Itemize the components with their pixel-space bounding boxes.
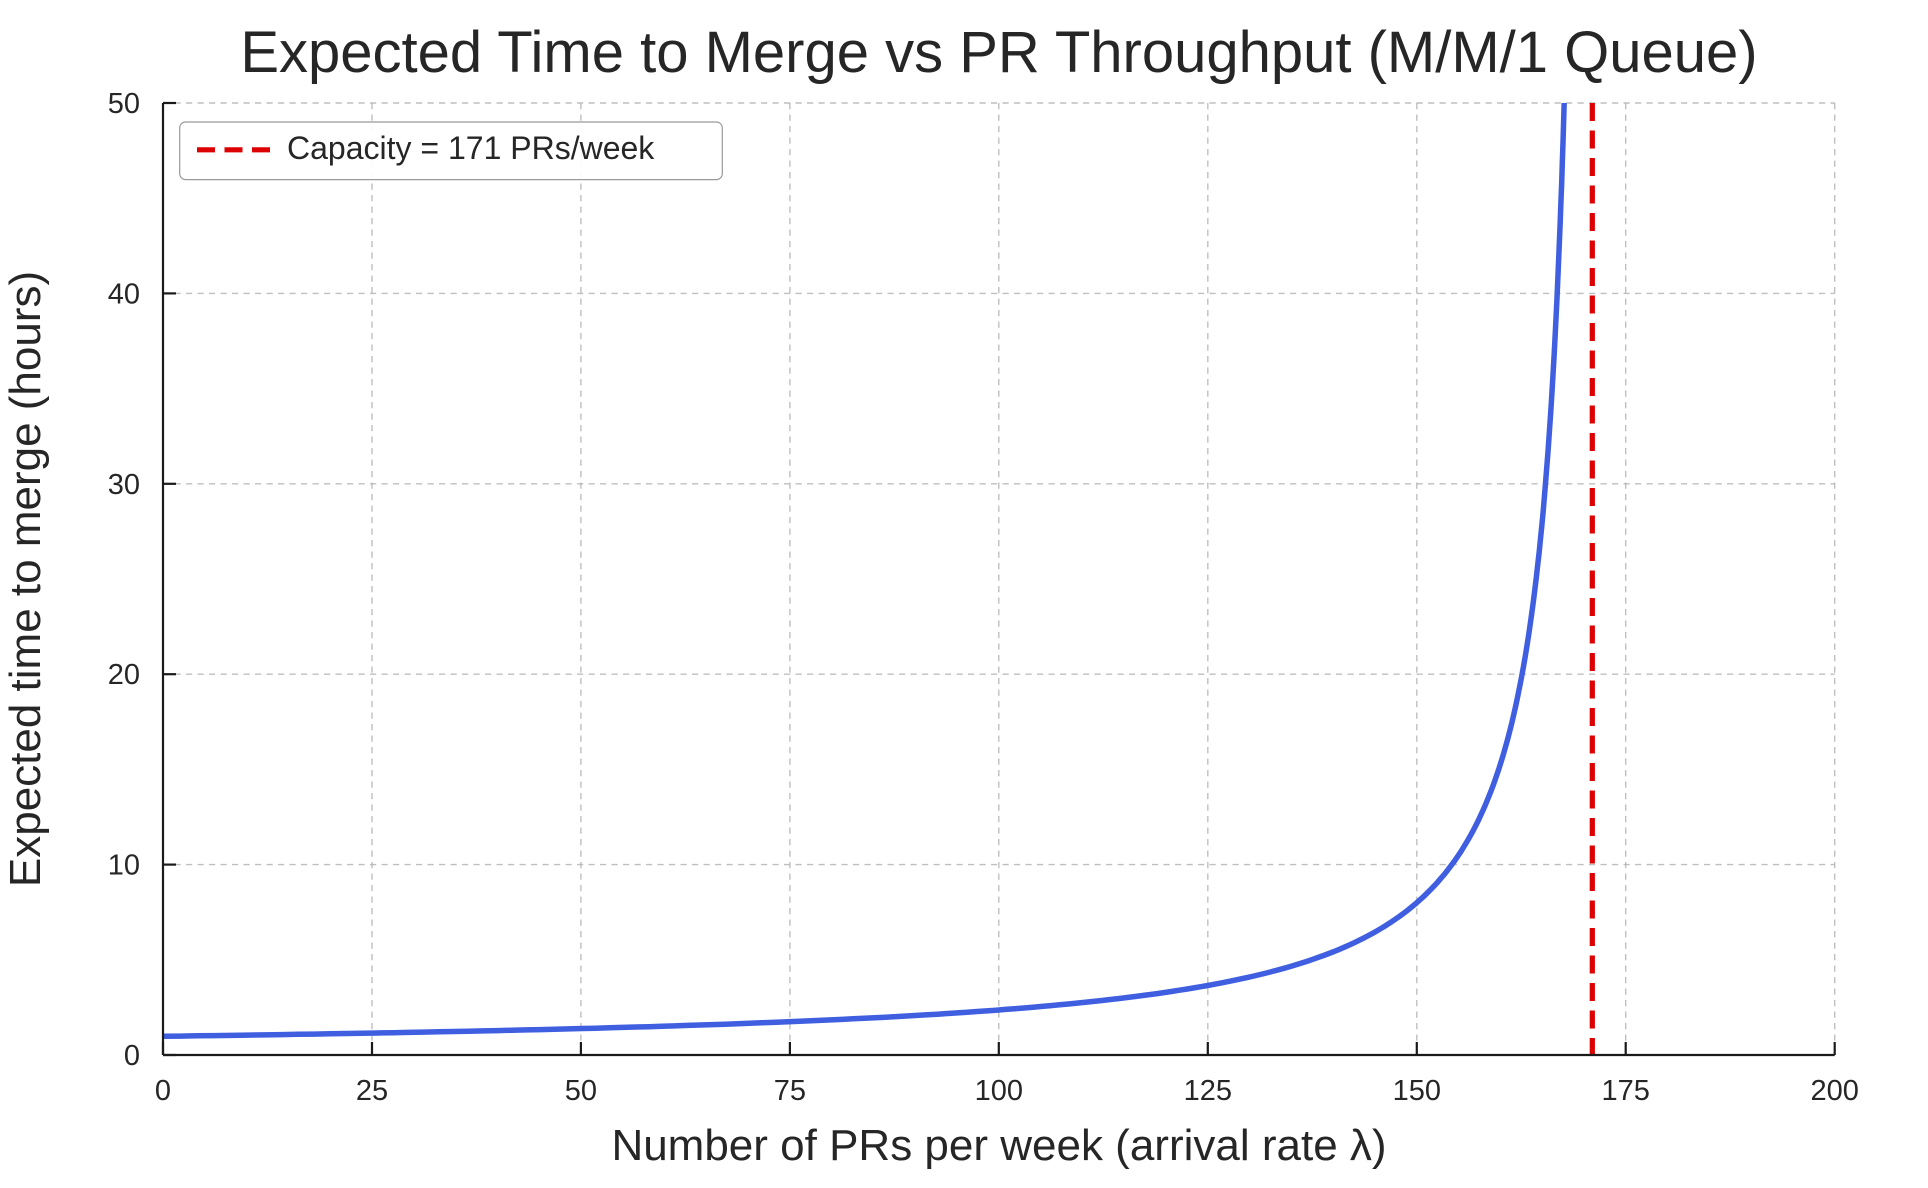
svg-text:75: 75 xyxy=(774,1075,806,1107)
svg-text:Capacity = 171 PRs/week: Capacity = 171 PRs/week xyxy=(287,130,655,166)
svg-text:20: 20 xyxy=(108,659,140,691)
svg-text:200: 200 xyxy=(1811,1075,1859,1107)
svg-text:40: 40 xyxy=(108,278,140,310)
svg-text:50: 50 xyxy=(108,88,140,120)
svg-text:0: 0 xyxy=(124,1040,140,1072)
svg-text:Expected time to merge (hours): Expected time to merge (hours) xyxy=(1,271,50,887)
svg-text:0: 0 xyxy=(155,1075,171,1107)
svg-text:175: 175 xyxy=(1602,1075,1650,1107)
svg-text:150: 150 xyxy=(1393,1075,1441,1107)
svg-text:30: 30 xyxy=(108,469,140,501)
svg-text:25: 25 xyxy=(356,1075,388,1107)
svg-text:100: 100 xyxy=(975,1075,1023,1107)
svg-text:125: 125 xyxy=(1184,1075,1232,1107)
svg-text:Number of PRs per week (arriva: Number of PRs per week (arrival rate λ) xyxy=(611,1121,1386,1170)
svg-text:50: 50 xyxy=(565,1075,597,1107)
svg-text:Expected Time to Merge vs PR T: Expected Time to Merge vs PR Throughput … xyxy=(240,20,1757,85)
svg-text:10: 10 xyxy=(108,850,140,882)
